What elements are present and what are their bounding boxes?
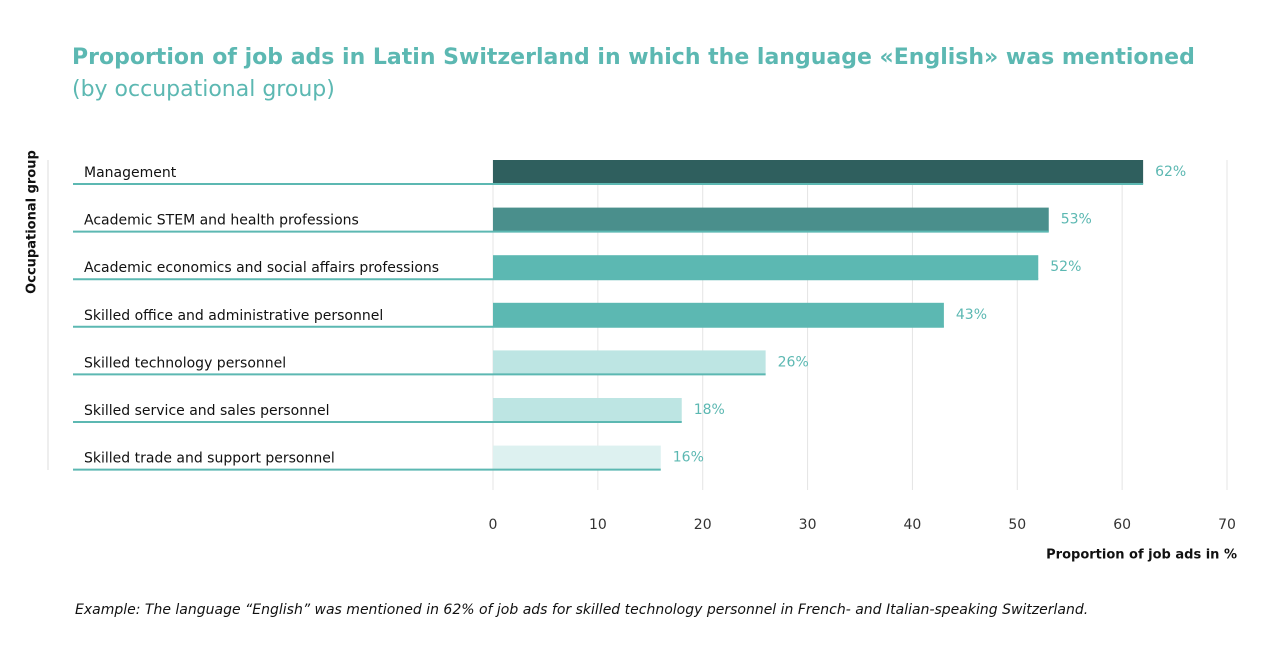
x-axis-title: Proportion of job ads in % <box>1046 548 1237 563</box>
value-label: 43% <box>956 307 987 323</box>
chart-title: Proportion of job ads in Latin Switzerla… <box>72 45 1195 70</box>
category-label: Skilled service and sales personnel <box>84 403 330 419</box>
value-label: 62% <box>1155 164 1186 180</box>
bar <box>493 302 944 327</box>
x-tick-label: 10 <box>589 517 607 533</box>
x-tick-label: 50 <box>1008 517 1026 533</box>
category-label: Management <box>84 165 177 181</box>
x-tick-label: 40 <box>904 517 922 533</box>
chart-subtitle: (by occupational group) <box>72 77 335 102</box>
category-label: Academic economics and social affairs pr… <box>84 260 439 276</box>
x-tick-label: 60 <box>1113 517 1131 533</box>
x-tick-label: 30 <box>799 517 817 533</box>
x-tick-label: 20 <box>694 517 712 533</box>
value-label: 18% <box>694 402 725 418</box>
bar <box>493 160 1144 184</box>
category-label: Skilled technology personnel <box>84 355 286 371</box>
x-tick-label: 70 <box>1218 517 1236 533</box>
value-label: 16% <box>673 450 704 466</box>
footnote: Example: The language “English” was ment… <box>75 602 1088 618</box>
category-label: Skilled trade and support personnel <box>84 451 335 467</box>
value-label: 52% <box>1050 259 1081 275</box>
category-label: Skilled office and administrative person… <box>84 308 383 324</box>
value-label: 53% <box>1061 212 1092 228</box>
bar <box>493 398 682 422</box>
bar <box>493 445 661 470</box>
value-label: 26% <box>778 354 809 370</box>
bar <box>493 255 1039 280</box>
bar <box>493 207 1049 232</box>
x-tick-label: 0 <box>489 517 498 533</box>
category-label: Academic STEM and health professions <box>84 213 359 229</box>
bar <box>493 350 766 375</box>
y-axis-title: Occupational group <box>25 150 40 294</box>
